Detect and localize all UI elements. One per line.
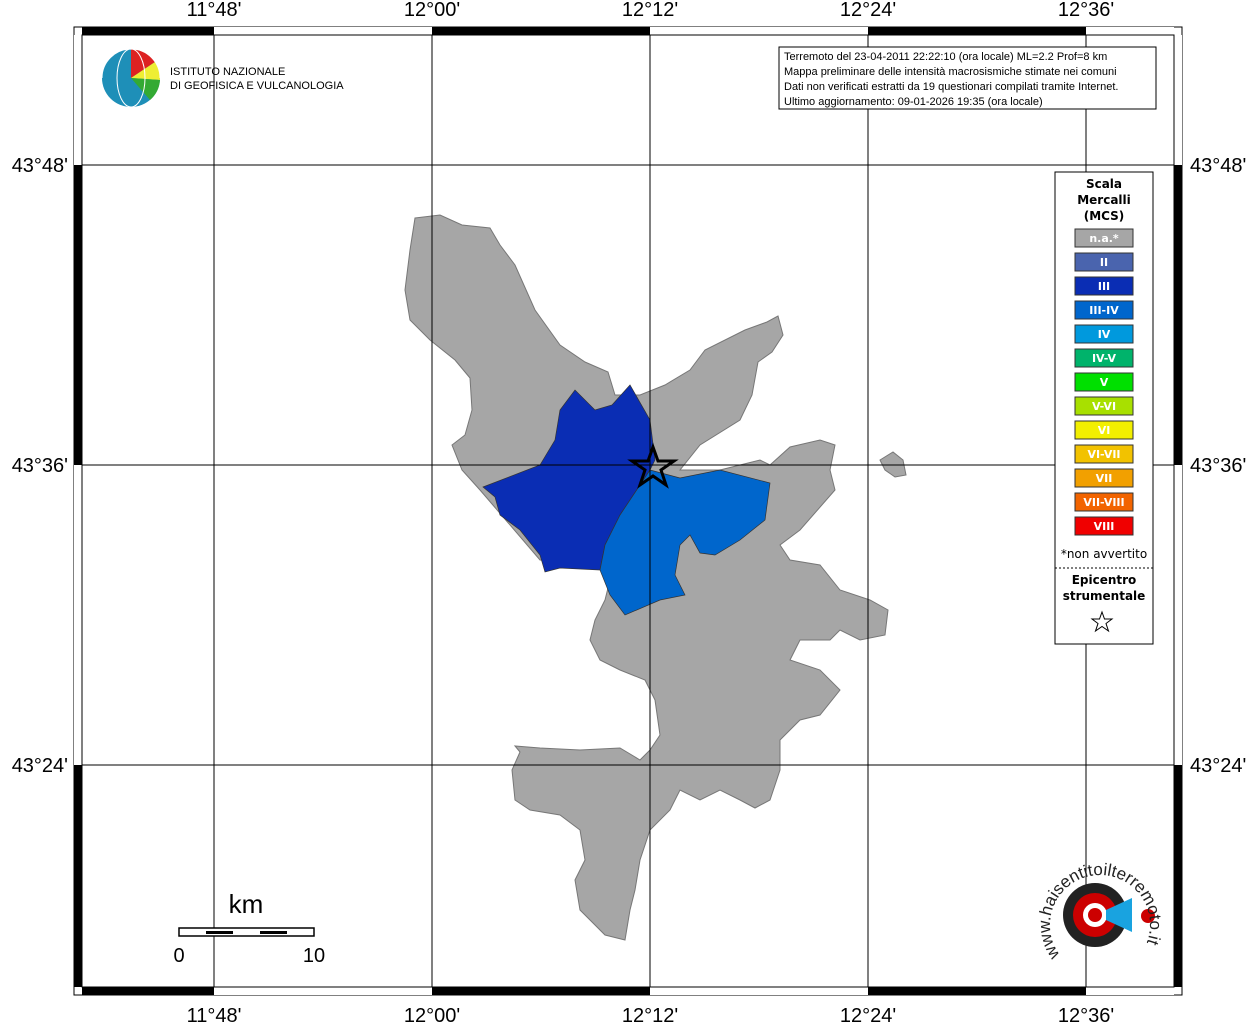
lon-label: 12°24' [840,0,896,21]
legend-title: Mercalli [1077,193,1131,207]
legend-label: VI-VII [1087,448,1120,461]
lat-label: 43°24' [12,755,68,777]
epicenter-star [627,442,679,489]
frame-bar [74,35,82,165]
frame-bar [214,987,432,995]
frame-bar [868,987,1086,995]
lon-label: 12°00' [404,0,460,21]
legend-label: VIII [1094,520,1115,533]
legend-swatch [1074,348,1134,368]
lon-label: 12°12' [622,0,678,21]
lon-label: 12°36' [1058,0,1114,21]
info-text: Terremoto del 23-04-2011 22:22:10 (ora l… [784,51,1118,108]
legend-swatch [1074,252,1134,272]
legend-label: VII [1096,472,1113,485]
scale-unit: km [229,889,264,919]
legend-epicenter: Epicentro [1072,573,1137,587]
legend-label: VI [1098,424,1111,437]
frame-bars [74,27,1182,995]
frame-bar [1174,765,1182,987]
legend-swatch [1074,444,1134,464]
frame-bar [214,27,432,35]
legend-title: Scala [1086,177,1122,191]
info-line: Terremoto del 23-04-2011 22:22:10 (ora l… [784,51,1107,63]
legend-label: IV-V [1092,352,1117,365]
lat-label: 43°48' [12,155,68,177]
scale-seg [260,931,287,934]
frame-bar [1174,165,1182,465]
legend-swatch [1074,516,1134,536]
frame-bar [82,987,214,995]
frame-bar [650,987,868,995]
frame-bar [1174,465,1182,765]
legend-swatch [1074,276,1134,296]
legend-label: IV [1098,328,1111,341]
frame-bar [432,27,650,35]
legend-label: III-IV [1089,304,1119,317]
legend-label: n.a.* [1089,232,1119,245]
legend-swatch [1074,300,1134,320]
ingv-logo: ISTITUTO NAZIONALE DI GEOFISICA E VULCAN… [101,48,344,108]
legend-label: V-VI [1092,400,1116,413]
lon-label: 12°12' [622,1005,678,1024]
scale-frame [178,927,315,937]
frame-bar [1086,987,1174,995]
frame-bar [1174,35,1182,165]
scale-bar: km 0 10 [173,889,325,967]
lon-label: 12°24' [840,1005,896,1024]
legend-swatch [1074,372,1134,392]
legend-note: *non avvertito [1061,547,1147,561]
lon-label: 11°48' [187,1005,242,1024]
legend-label: II [1100,256,1108,269]
legend-label: VII-VIII [1083,496,1124,509]
info-line: Mappa preliminare delle intensità macros… [784,66,1117,78]
legend-swatch [1074,228,1134,248]
lat-label: 43°36' [12,455,68,477]
legend-swatch [1074,492,1134,512]
frame-bar [650,27,868,35]
institute-line: ISTITUTO NAZIONALE [170,66,285,78]
legend-star [1090,610,1114,633]
frame-bar [82,27,214,35]
lon-label: 11°48' [187,0,242,21]
info-box [778,46,1157,110]
lat-label: 43°48' [1190,155,1246,177]
frame-bar [432,987,650,995]
lon-label: 12°36' [1058,1005,1114,1024]
info-line: Ultimo aggiornamento: 09-01-2026 19:35 (… [784,96,1043,108]
legend-epicenter: strumentale [1063,589,1146,603]
frame-bar [868,27,1086,35]
frame-bar [1086,27,1174,35]
legend-swatch [1074,468,1134,488]
institute-line: DI GEOFISICA E VULCANOLOGIA [170,80,344,92]
frame-inner [81,34,1175,988]
scale-end: 10 [303,945,325,967]
legend-swatch [1074,396,1134,416]
graticule: 11°48' 11°48' 12°00' 12°00' 12°12' 12°12' 12°2… [12,0,1247,1024]
legend: ScalaMercalli(MCS)n.a.*IIIIIIII-IVIVIV-V… [1055,177,1153,633]
frame-bar [74,765,82,987]
info-line: Dati non verificati estratti da 19 quest… [784,81,1118,93]
legend-title: (MCS) [1084,209,1125,223]
frame-bar [74,465,82,765]
frame-bar [74,165,82,465]
scale-seg [206,931,233,934]
legend-label: V [1100,376,1109,389]
lon-label: 12°00' [404,1005,460,1024]
scale-start: 0 [173,945,184,967]
legend-swatch [1074,420,1134,440]
lat-label: 43°36' [1190,455,1246,477]
region-iii-iv [599,469,771,616]
legend-label: III [1098,280,1110,293]
legend-swatch [1074,324,1134,344]
lat-label: 43°24' [1190,755,1246,777]
